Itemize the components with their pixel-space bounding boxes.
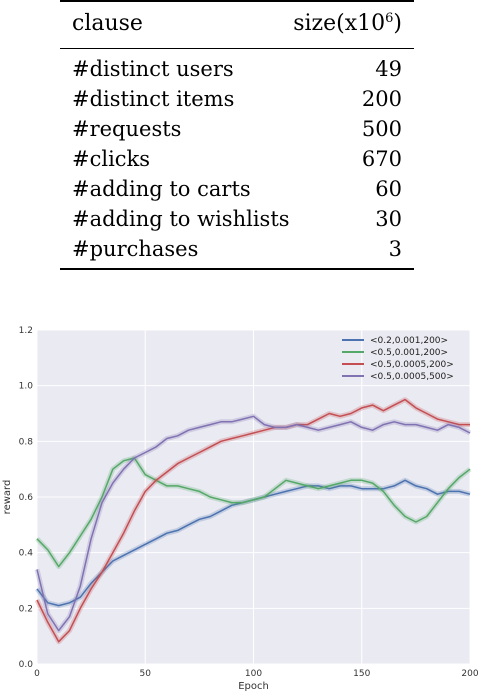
- table-row: #purchases 3: [72, 234, 402, 264]
- legend-label: <0.5,0.0005,500>: [370, 372, 454, 382]
- y-tick-label: 0.2: [19, 604, 33, 614]
- y-tick-label: 0.0: [19, 660, 34, 670]
- grid-lines: [36, 329, 471, 665]
- y-tick-label: 1.0: [19, 382, 34, 392]
- row-label: #clicks: [72, 147, 151, 171]
- row-label: #adding to carts: [72, 177, 251, 201]
- x-tick-label: 100: [245, 669, 262, 679]
- legend-label: <0.5,0.001,200>: [370, 348, 448, 358]
- series-lines: [34, 397, 472, 645]
- legend-label: <0.2,0.001,200>: [370, 336, 448, 346]
- x-tick-label: 0: [34, 669, 40, 679]
- y-tick-label: 0.6: [19, 493, 34, 503]
- series-line: [36, 415, 471, 632]
- row-label: #distinct users: [72, 57, 234, 81]
- x-axis-label: Epoch: [238, 681, 269, 692]
- header-clause: clause: [72, 11, 143, 36]
- series-line: [36, 398, 470, 643]
- row-value: 60: [375, 177, 402, 201]
- table-row: #requests 500: [72, 114, 402, 144]
- table-bottom-rule: [60, 268, 414, 270]
- row-value: 3: [388, 237, 402, 261]
- reward-chart: 0 50 100 150 200 0.0 0.2 0.4 0.6 0.8 1.0 1.2 Epoch …: [0, 318, 482, 698]
- y-tick-label: 0.8: [19, 437, 34, 447]
- table-top-rule: [60, 0, 414, 2]
- legend-label: <0.5,0.0005,200>: [370, 360, 454, 370]
- row-label: #purchases: [72, 237, 199, 261]
- header-size-exponent: 6: [385, 11, 394, 26]
- row-value: 670: [361, 147, 402, 171]
- table-row: #adding to carts 60: [72, 174, 402, 204]
- x-tick-label: 150: [353, 669, 370, 679]
- header-size-base: size(x10: [293, 11, 386, 36]
- y-tick-label: 1.2: [19, 326, 33, 336]
- x-tick-label: 200: [461, 669, 478, 679]
- table-row: #distinct users 49: [72, 54, 402, 84]
- row-value: 30: [375, 207, 402, 231]
- table-mid-rule: [60, 48, 414, 49]
- row-value: 49: [375, 57, 402, 81]
- header-size: size(x106): [293, 10, 402, 38]
- y-tick-label: 0.4: [19, 549, 34, 559]
- y-axis-label: reward: [2, 480, 13, 515]
- series-line: [36, 457, 471, 568]
- row-label: #distinct items: [72, 87, 235, 111]
- row-value: 200: [361, 87, 402, 111]
- tick-labels: 0 50 100 150 200 0.0 0.2 0.4 0.6 0.8 1.0 1.2: [19, 326, 479, 679]
- x-tick-label: 50: [140, 669, 152, 679]
- header-size-close: ): [393, 11, 402, 36]
- table-row: #distinct items 200: [72, 84, 402, 114]
- legend: <0.2,0.001,200> <0.5,0.001,200> <0.5,0.000…: [342, 336, 454, 382]
- table-row: #clicks 670: [72, 144, 402, 174]
- row-label: #adding to wishlists: [72, 207, 290, 231]
- row-label: #requests: [72, 117, 182, 141]
- row-value: 500: [361, 117, 402, 141]
- table-row: #adding to wishlists 30: [72, 204, 402, 234]
